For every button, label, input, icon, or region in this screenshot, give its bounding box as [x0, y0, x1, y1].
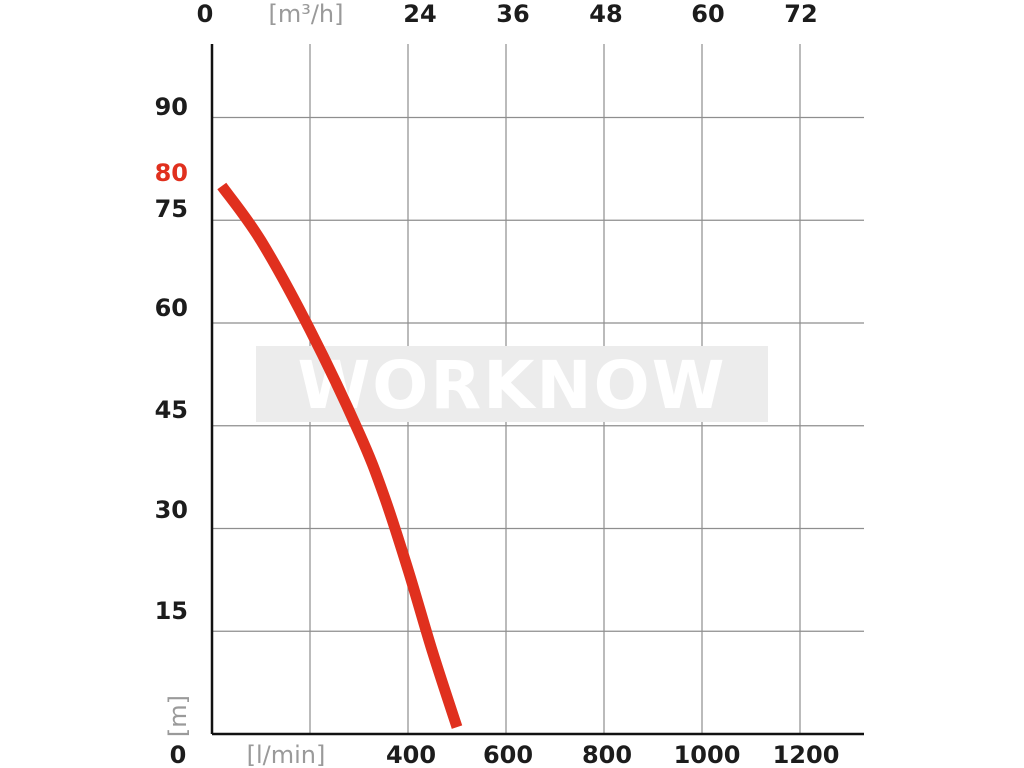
y-tick-label: 15: [155, 597, 188, 625]
x-tick-label: 0: [170, 741, 187, 768]
x-top-tick-label: 0: [197, 0, 214, 28]
x-bottom-tick-labels: 0 [l/min] 400 600 800 1000 1200: [170, 741, 840, 768]
x-top-axis-unit-label: [m³/h]: [268, 0, 343, 28]
y-tick-label: 75: [155, 195, 188, 223]
x-top-tick-labels: 0 [m³/h] 24 36 48 60 72: [197, 0, 818, 28]
x-axis-unit-label: [l/min]: [247, 741, 326, 768]
x-top-tick-label: 36: [496, 0, 529, 28]
x-tick-label: 800: [582, 741, 632, 768]
x-top-tick-label: 24: [403, 0, 436, 28]
x-top-tick-label: 48: [589, 0, 622, 28]
performance-curve: [217, 182, 463, 729]
y-tick-label: 30: [155, 496, 188, 524]
y-tick-labels: 90 80 75 60 45 30 15 [m]: [155, 93, 192, 737]
watermark-text: WORKNOW: [297, 347, 726, 424]
y-axis-unit-label: [m]: [164, 695, 192, 737]
x-tick-label: 1000: [674, 741, 741, 768]
x-top-tick-label: 72: [784, 0, 817, 28]
x-tick-label: 400: [386, 741, 436, 768]
y-tick-label-max-head: 80: [155, 159, 188, 187]
y-tick-label: 90: [155, 93, 188, 121]
x-tick-label: 1200: [773, 741, 840, 768]
x-tick-label: 600: [483, 741, 533, 768]
y-tick-label: 60: [155, 294, 188, 322]
y-tick-label: 45: [155, 396, 188, 424]
x-top-tick-label: 60: [691, 0, 724, 28]
